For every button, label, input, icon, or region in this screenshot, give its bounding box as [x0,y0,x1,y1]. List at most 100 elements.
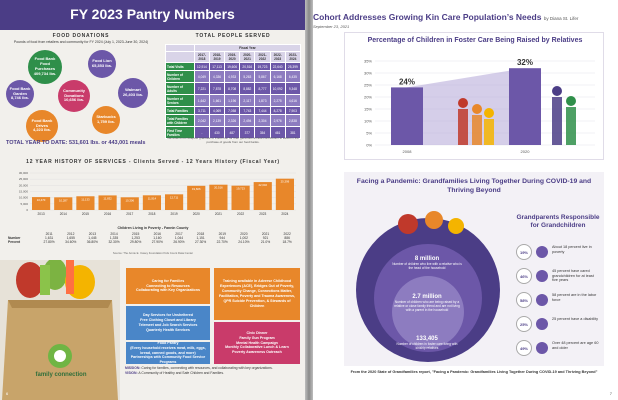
pov-cell: 2012 [67,232,75,236]
pov-cell: 21.0% [260,240,271,244]
y-tick-label: 30% [364,71,372,76]
pov-cell: 1,151 [196,236,205,240]
y-tick-label: 25% [364,83,372,88]
ring-stat-text: Number of children who are being raised … [394,300,460,312]
ring-stat-text: Number of children in foster care living… [396,342,458,350]
table-cell: 2,494 [239,114,256,127]
table-cell: 19,606 [224,62,241,71]
table-cell: 7,058 [224,106,241,115]
grandparent-stat: 25% 25 percent have a disability [516,314,600,336]
pov-cell: 2022 [283,232,291,236]
table-cell: 4,933 [224,70,241,83]
history-bar [187,185,206,210]
infographic-credit: From the 2020 State of Grandfamilies rep… [350,370,598,374]
bubble-value: 10,656 lbs. [63,97,85,103]
table-row: Number of Children 4,049 4,336 4,933 5,263 5,… [165,70,302,83]
table-cell: 10,092 [269,82,286,95]
history-bar [275,178,295,210]
table-cell: 2,139 [208,114,226,127]
table-cell: 8,777 [254,82,271,95]
left-page-number: 6 [6,391,9,396]
table-cell: 4,049 [193,70,211,83]
x-tick-label: 2015 [82,212,89,216]
table-cell: 19,723 [254,62,271,71]
pov-cell: 1,335 [109,236,119,240]
table-cell: 8,882 [239,82,256,95]
bar-value-label: 10,470 [37,198,46,202]
table-row: Number of Adults 7,221 7,878 8,708 8,882 8,77… [165,82,302,95]
bubble-label: Walmart [125,87,141,93]
table-cell: 1,873 [254,94,271,107]
people-served-table: Fiscal Year 2017-2018 2018-2019 2019-2020 2… [165,44,302,139]
table-cell: 430 [208,126,226,139]
history-bar [142,195,162,210]
y-tick-label: 10% [364,119,372,124]
table-row: Total Families 3,711 4,069 7,058 7,743 7,444 8… [165,106,302,115]
family-figure-body [484,119,494,145]
bubble-value: 409,734 lbs. [33,70,57,76]
stat-percent: 49% [516,340,532,356]
x-tick-label: 2020 [193,212,200,216]
y-tick-label: 0 [26,208,28,212]
ring-stat-value: 2.7 million [412,294,442,300]
total-year-to-date: TOTAL YEAR TO DATE: 531,601 lbs. or 443,… [6,140,146,146]
pov-cell: 921 [262,236,269,240]
year-header: 2020-2021 [239,51,256,63]
article-title-text: Cohort Addresses Growing Kin Care Popula… [313,12,542,22]
bubble-label: Community Donations [63,87,85,98]
table-cell: 5,263 [239,70,256,83]
family-figure-icon [472,104,482,114]
table-corner [165,44,195,52]
pov-cell: 1,655 [66,236,75,240]
foster-chart-title: Percentage of Children in Foster Care Be… [367,37,583,44]
table-cell: 2,117 [239,94,256,107]
ring-stat: 8 million Number of children who live wit… [392,256,462,270]
table-row: First Time Families -430 487 377 354 461 381 [165,126,302,139]
table-cell: 9,348 [284,82,302,95]
table-cell: 2,304 [254,114,271,127]
stat-text: 45 percent have cared grandchildren for … [552,269,594,283]
x-tick-label: 2014 [60,212,67,216]
bar-value-label: 19,723 [236,187,245,191]
ring-stat: 2.7 million Number of children who are be… [392,294,462,312]
service-box-text: Day Services for Unsheltered Free Clothi… [138,313,198,332]
family-figure-icon [484,108,494,118]
row-label: Number of Adults [165,82,195,95]
poverty-icon [536,246,548,258]
mission-vision: MISSION: Caring for families, connecting… [125,366,303,376]
table-cell: 1,642 [193,94,211,107]
bar-value-label: 24% [399,77,415,86]
stat-text: Over 48 percent are age 60 and older [552,341,599,350]
table-cell: 2,275 [269,94,286,107]
service-box: Day Services for Unsheltered Free Clothi… [126,306,210,340]
pov-cell: 34.60% [65,240,77,244]
family-figure-icon [552,86,562,96]
table-row: Total Families with Children 2,042 2,139 2,… [165,114,302,127]
history-bar [31,197,51,210]
bar-value-label: 19,606 [192,187,201,191]
x-tick-label: 2019 [171,212,178,216]
stat-text: 58 percent are in the labor force [552,293,597,302]
pov-cell: 2014 [110,232,118,236]
table-cell: 12,914 [193,62,211,71]
table-cell: 17,113 [208,62,226,71]
pov-cell: 27.30% [195,240,207,244]
elder-icon [536,342,548,354]
bar-value-label: 20,516 [214,186,223,190]
vision-label: VISION: [125,371,138,376]
ring-stat-value: 8 million [414,256,440,262]
history-bar [253,182,272,210]
pov-cell: 27.90% [151,240,163,244]
vision-line: VISION: A Community of Healthy and Safe … [125,371,303,376]
ring-stat-text: Number of children who live with a relat… [392,262,462,270]
y-tick-label: 5% [366,131,372,136]
pov-cell: 944 [219,236,225,240]
bar-value-label: 22,640 [258,183,267,187]
bubble-label: Food Bank Food Purchases [34,56,56,71]
row-label: Number of Seniors [165,94,195,107]
grandparent-stat: 49% Over 48 percent are age 60 and older [516,338,600,360]
pov-cell: 36.80% [86,240,98,244]
service-box-text: Training available in Adverse Childhood … [218,279,296,308]
people-served-title: TOTAL PEOPLE SERVED [195,33,271,39]
bar-value-label: 11,133 [81,197,90,201]
